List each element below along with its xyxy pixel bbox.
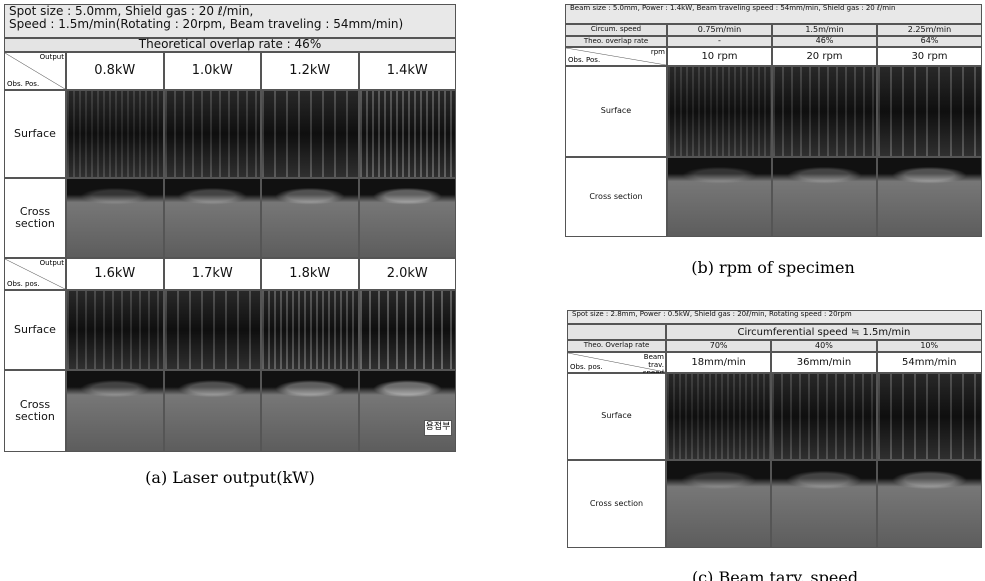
column-header: 1.4kW bbox=[358, 52, 456, 90]
corner-top: Beam trav. speed bbox=[643, 353, 664, 377]
row-label: Surface bbox=[567, 373, 666, 460]
cross-section-image bbox=[771, 460, 877, 548]
corner-top: Output bbox=[39, 259, 64, 267]
column-header: 20 rpm bbox=[772, 47, 877, 66]
row-label: Surface bbox=[4, 90, 66, 178]
info-box: Spot size : 2.8mm, Power : 0.5kW, Shield… bbox=[567, 310, 982, 324]
corner-cell bbox=[565, 47, 667, 66]
row-cell: 40% bbox=[771, 340, 877, 352]
surface-image bbox=[163, 290, 261, 370]
surface-image bbox=[772, 66, 877, 157]
row-label: Circum. speed bbox=[565, 24, 667, 36]
surface-image bbox=[66, 290, 164, 370]
corner-cell bbox=[4, 258, 66, 290]
cross-section-image bbox=[358, 370, 456, 452]
span-row: Theoretical overlap rate : 46% bbox=[4, 38, 456, 52]
column-header: 1.8kW bbox=[261, 258, 359, 290]
row-label: Theo. overlap rate bbox=[565, 36, 667, 47]
info-line: Speed : 1.5m/min(Rotating : 20rpm, Beam … bbox=[9, 17, 404, 32]
row-label: Cross section bbox=[4, 178, 66, 258]
surface-image bbox=[877, 66, 982, 157]
info-box: Beam size : 5.0mm, Power : 1.4kW, Beam t… bbox=[565, 4, 982, 24]
surface-image bbox=[66, 90, 164, 178]
info-box: Spot size : 5.0mm, Shield gas : 20 ℓ/min… bbox=[4, 4, 456, 38]
row-cell: - bbox=[667, 36, 772, 47]
span-row: Circumferential speed ≒ 1.5m/min bbox=[666, 324, 982, 340]
row-cell: 70% bbox=[666, 340, 772, 352]
row-label: Cross section bbox=[565, 157, 667, 237]
cross-section-image bbox=[358, 178, 456, 258]
column-header: 18mm/min bbox=[666, 352, 772, 373]
corner-top: Output bbox=[39, 53, 64, 61]
column-header: 30 rpm bbox=[877, 47, 982, 66]
cross-section-image bbox=[66, 178, 164, 258]
info-line: Beam size : 5.0mm, Power : 1.4kW, Beam t… bbox=[570, 4, 896, 12]
column-header: 1.2kW bbox=[261, 52, 359, 90]
surface-image bbox=[667, 66, 772, 157]
corner-top: rpm bbox=[650, 48, 665, 56]
row-cell: 1.5m/min bbox=[772, 24, 877, 36]
row-cell: 46% bbox=[772, 36, 877, 47]
cross-section-image bbox=[261, 178, 359, 258]
column-header: 54mm/min bbox=[876, 352, 982, 373]
surface-image bbox=[358, 290, 456, 370]
cross-section-image bbox=[667, 157, 772, 237]
row-label: Cross section bbox=[567, 460, 666, 548]
surface-image bbox=[261, 290, 359, 370]
corner-bottom: Obs. pos. bbox=[7, 280, 40, 288]
row-cell: 0.75m/min bbox=[667, 24, 772, 36]
cross-section-image bbox=[163, 178, 261, 258]
surface-image bbox=[666, 373, 772, 460]
info-line: Spot size : 5.0mm, Shield gas : 20 ℓ/min… bbox=[9, 4, 254, 18]
row-label: Theo. Overlap rate bbox=[567, 340, 666, 352]
surface-image bbox=[163, 90, 261, 178]
row-cell: 2.25m/min bbox=[877, 24, 982, 36]
column-header: 2.0kW bbox=[358, 258, 456, 290]
row-cell: 64% bbox=[877, 36, 982, 47]
corner-bottom: Obs. Pos. bbox=[568, 56, 601, 64]
row-cell: 10% bbox=[876, 340, 982, 352]
info-line: Spot size : 2.8mm, Power : 0.5kW, Shield… bbox=[572, 310, 852, 318]
corner-bottom: Obs. pos. bbox=[570, 363, 603, 371]
corner-cell bbox=[567, 352, 666, 373]
cross-section-image bbox=[66, 370, 164, 452]
column-header: 1.7kW bbox=[163, 258, 261, 290]
row-label: Surface bbox=[565, 66, 667, 157]
surface-image bbox=[771, 373, 877, 460]
empty-cell bbox=[567, 324, 666, 340]
cross-section-image bbox=[772, 157, 877, 237]
row-label: Surface bbox=[4, 290, 66, 370]
corner-bottom: Obs. Pos. bbox=[7, 80, 40, 88]
caption: (a) Laser output(kW) bbox=[145, 468, 315, 487]
column-header: 0.8kW bbox=[66, 52, 164, 90]
column-header: 10 rpm bbox=[667, 47, 772, 66]
cross-section-image bbox=[877, 157, 982, 237]
marker-label: 용접부 bbox=[424, 420, 452, 436]
caption: (c) Beam tarv. speed bbox=[691, 568, 859, 581]
cross-section-image bbox=[876, 460, 982, 548]
column-header: 1.6kW bbox=[66, 258, 164, 290]
column-header: 1.0kW bbox=[163, 52, 261, 90]
caption: (b) rpm of specimen bbox=[691, 258, 855, 277]
cross-section-image bbox=[261, 370, 359, 452]
cross-section-image bbox=[163, 370, 261, 452]
corner-cell bbox=[4, 52, 66, 90]
row-label: Cross section bbox=[4, 370, 66, 452]
surface-image bbox=[876, 373, 982, 460]
surface-image bbox=[261, 90, 359, 178]
surface-image bbox=[358, 90, 456, 178]
cross-section-image bbox=[666, 460, 772, 548]
column-header: 36mm/min bbox=[771, 352, 877, 373]
